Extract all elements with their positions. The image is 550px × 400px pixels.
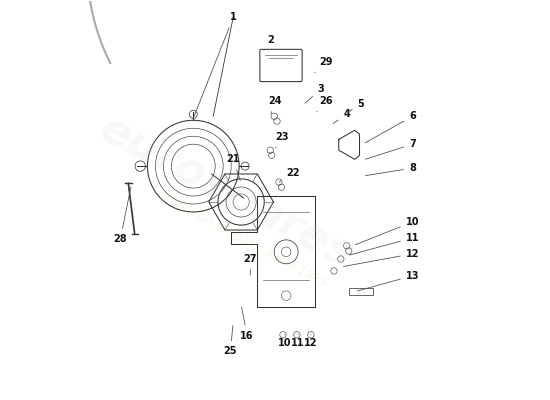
Text: 13: 13 (358, 271, 419, 291)
Text: eurospares: eurospares (93, 107, 361, 277)
Text: 10: 10 (355, 217, 419, 245)
Text: 2: 2 (264, 35, 274, 50)
Text: 3: 3 (305, 84, 324, 103)
Text: 22: 22 (279, 168, 300, 182)
Text: a passion for parts since 1985: a passion for parts since 1985 (157, 190, 329, 290)
Text: 8: 8 (365, 163, 416, 176)
Text: 4: 4 (333, 109, 350, 124)
Text: 23: 23 (276, 132, 289, 148)
Text: 16: 16 (240, 307, 254, 340)
Text: 21: 21 (227, 154, 240, 181)
Text: 24: 24 (268, 96, 282, 114)
Text: 1: 1 (194, 12, 236, 116)
Text: 28: 28 (113, 187, 131, 244)
Text: 11: 11 (292, 335, 305, 348)
Text: 12: 12 (304, 335, 317, 348)
Text: 6: 6 (365, 111, 416, 143)
Text: 11: 11 (349, 233, 419, 255)
Text: 12: 12 (344, 249, 419, 266)
Text: 10: 10 (278, 335, 292, 348)
Text: 26: 26 (317, 96, 333, 112)
Text: 27: 27 (244, 254, 257, 275)
Text: 25: 25 (224, 326, 237, 356)
Bar (349, 288, 373, 295)
Text: 5: 5 (349, 98, 364, 112)
Text: 7: 7 (365, 139, 416, 159)
Text: 29: 29 (315, 58, 333, 72)
